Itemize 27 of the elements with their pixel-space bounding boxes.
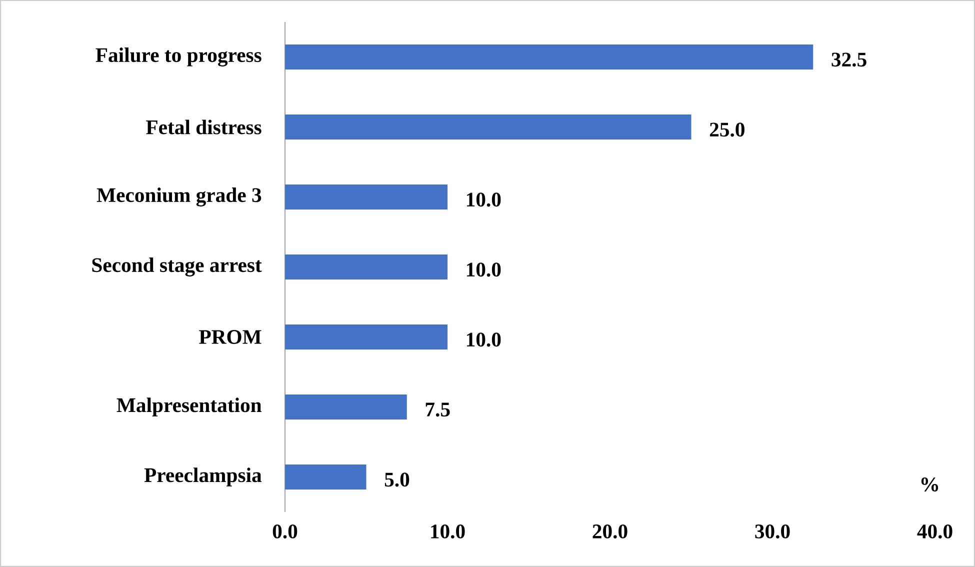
y-tick-label: Second stage arrest — [92, 258, 262, 276]
x-tick-label: 10.0 — [431, 524, 465, 539]
x-tick-label: 0.0 — [272, 524, 298, 539]
x-tick-label: 20.0 — [592, 524, 628, 539]
bar — [285, 114, 692, 140]
bar — [285, 184, 448, 210]
y-tick-label: Fetal distress — [146, 120, 262, 134]
bar — [285, 44, 814, 70]
data-label: 10.0 — [466, 262, 501, 277]
bar — [285, 464, 366, 490]
bar — [285, 394, 407, 420]
bar — [285, 324, 448, 350]
y-tick-label: Meconium grade 3 — [96, 188, 262, 206]
y-tick-label: PROM — [199, 330, 262, 344]
x-axis-title: % — [921, 477, 938, 492]
y-tick-label: Malpresentation — [116, 398, 262, 416]
data-label: 10.0 — [466, 192, 501, 207]
data-label: 10.0 — [466, 332, 501, 347]
data-label: 32.5 — [832, 52, 866, 67]
data-label: 7.5 — [426, 402, 450, 417]
y-tick-label: Failure to progress — [96, 48, 262, 66]
y-tick-label: Preeclampsia — [144, 468, 262, 486]
x-tick-label: 40.0 — [917, 524, 952, 539]
data-label: 5.0 — [384, 472, 410, 487]
bar — [285, 254, 448, 280]
data-label: 25.0 — [710, 122, 744, 137]
x-tick-label: 30.0 — [755, 524, 790, 539]
